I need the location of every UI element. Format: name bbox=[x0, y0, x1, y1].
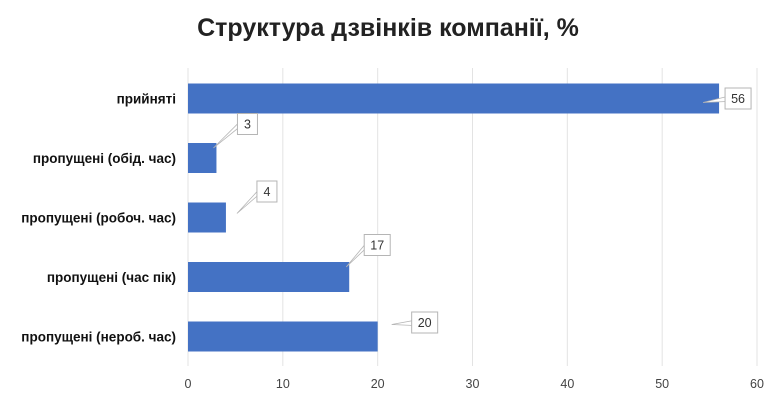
callout-pointer bbox=[213, 121, 240, 149]
chart-title: Структура дзвінків компанії, % bbox=[197, 14, 579, 42]
callout-pointer bbox=[391, 320, 415, 326]
category-label: пропущені (нероб. час) bbox=[21, 330, 176, 345]
callout-pointer bbox=[236, 188, 260, 214]
data-label-callout: 17 bbox=[345, 234, 391, 268]
x-tick-label: 60 bbox=[750, 377, 764, 391]
callout-box bbox=[363, 234, 391, 256]
data-label: 4 bbox=[263, 185, 270, 199]
x-tick-label: 10 bbox=[276, 377, 290, 391]
bar bbox=[188, 143, 217, 173]
x-tick-label: 0 bbox=[185, 377, 192, 391]
bar bbox=[188, 262, 350, 292]
callout-box bbox=[256, 180, 278, 203]
category-label: пропущені (час пік) bbox=[47, 270, 176, 285]
bar bbox=[188, 83, 720, 114]
category-label: прийняті bbox=[117, 92, 176, 107]
x-axis-ticks: 0 10 20 30 40 50 60 bbox=[185, 377, 764, 391]
callout-box bbox=[411, 311, 439, 334]
bars bbox=[188, 83, 720, 352]
bar bbox=[188, 202, 226, 233]
category-label: пропущені (обід. час) bbox=[33, 151, 176, 166]
data-label: 17 bbox=[370, 239, 384, 253]
data-label-callout: 20 bbox=[391, 311, 439, 334]
data-label: 56 bbox=[731, 92, 745, 106]
x-tick-label: 30 bbox=[466, 377, 480, 391]
x-tick-label: 40 bbox=[560, 377, 574, 391]
callout-pointer bbox=[345, 241, 367, 268]
callout-box bbox=[724, 87, 752, 110]
data-label-callout: 4 bbox=[236, 180, 278, 214]
data-label-callout: 56 bbox=[702, 87, 752, 110]
bar bbox=[188, 321, 378, 352]
gridlines bbox=[187, 68, 758, 366]
category-label: пропущені (робоч. час) bbox=[21, 211, 176, 226]
x-tick-label: 50 bbox=[655, 377, 669, 391]
category-labels: прийняті пропущені (обід. час) пропущені (… bbox=[21, 92, 176, 345]
callout-box bbox=[236, 113, 258, 135]
data-label-callout: 3 bbox=[213, 113, 258, 149]
x-tick-label: 20 bbox=[371, 377, 385, 391]
data-labels: 56 3 4 17 20 bbox=[213, 87, 752, 334]
data-label: 3 bbox=[244, 118, 251, 132]
data-label: 20 bbox=[418, 316, 432, 330]
